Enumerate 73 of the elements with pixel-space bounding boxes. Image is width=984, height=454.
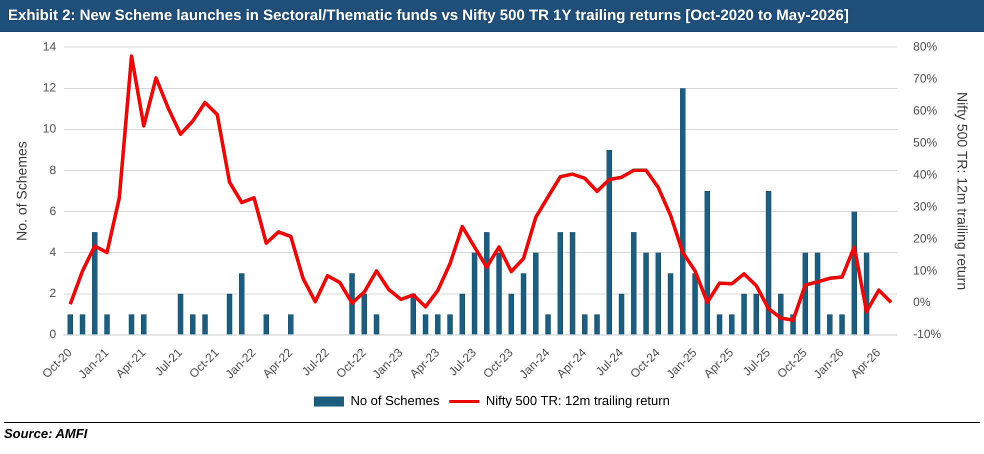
y2-tick-label: 30% [913, 199, 938, 214]
bar [766, 191, 772, 334]
bar [80, 314, 86, 334]
bar [558, 232, 564, 334]
bar [141, 314, 147, 334]
bar [680, 88, 686, 334]
bar [374, 314, 380, 334]
y-tick-label: 10 [42, 122, 56, 136]
y2-tick-label: 70% [913, 71, 938, 86]
bar [802, 252, 808, 334]
bar [104, 314, 110, 334]
y-tick-label: 2 [49, 286, 56, 300]
bar [239, 273, 245, 334]
y-tick-label: 0 [49, 327, 56, 342]
y-tick-label: 14 [42, 40, 56, 54]
bar [594, 314, 600, 334]
bar [190, 314, 196, 334]
bar [716, 314, 722, 334]
y-tick-label: 12 [42, 80, 56, 95]
bar [496, 252, 502, 334]
bar [178, 294, 184, 334]
bar [668, 273, 674, 334]
bar [68, 314, 74, 334]
bar [362, 294, 368, 334]
y-tick-label: 6 [49, 204, 56, 218]
y-axis-title: No. of Schemes [13, 141, 30, 241]
chart-title: Exhibit 2: New Scheme launches in Sectoral/Thematic funds vs Nifty 500 TR 1Y trailing returns [Oct-2020 to May-2026] [0, 0, 984, 32]
bar [545, 314, 551, 334]
bar [729, 314, 735, 334]
bar [606, 150, 612, 334]
bar [814, 252, 820, 334]
bar [618, 294, 624, 334]
source-note: Source: AMFI [4, 422, 980, 441]
y2-tick-label: 10% [913, 263, 938, 278]
bar [704, 191, 710, 334]
bar [643, 252, 649, 334]
bar [508, 294, 514, 334]
bar [435, 314, 441, 334]
y2-tick-label: -10% [913, 327, 942, 342]
bar [447, 314, 453, 334]
bar [631, 232, 637, 334]
bar [582, 314, 588, 334]
y-tick-label: 4 [49, 244, 56, 259]
bar [288, 314, 294, 334]
bar [202, 314, 208, 334]
bar [264, 314, 270, 334]
bar [349, 273, 355, 334]
bar [472, 252, 478, 334]
bar [226, 294, 232, 334]
bar [92, 232, 98, 334]
y2-tick-label: 20% [913, 231, 938, 246]
legend-label: No of Schemes [350, 393, 440, 408]
bar [754, 294, 760, 334]
bar [741, 294, 747, 334]
bar [460, 294, 466, 334]
y-tick-label: 8 [49, 162, 56, 177]
y2-tick-label: 0% [913, 295, 931, 310]
legend-label: Nifty 500 TR: 12m trailing return [486, 393, 670, 408]
y2-tick-label: 60% [913, 103, 938, 118]
bar [128, 314, 134, 334]
y2-tick-label: 40% [913, 167, 938, 182]
bar [839, 314, 845, 334]
bar [520, 273, 526, 334]
bar [656, 252, 662, 334]
bar [692, 273, 698, 334]
bar [484, 232, 490, 334]
y2-tick-label: 50% [913, 135, 938, 150]
bar [533, 252, 539, 334]
bar [570, 232, 576, 334]
y2-tick-label: 80% [913, 40, 938, 54]
y2-axis-title: Nifty 500 TR: 12m trailing return [954, 92, 971, 290]
bar [422, 314, 428, 334]
bar [827, 314, 833, 334]
